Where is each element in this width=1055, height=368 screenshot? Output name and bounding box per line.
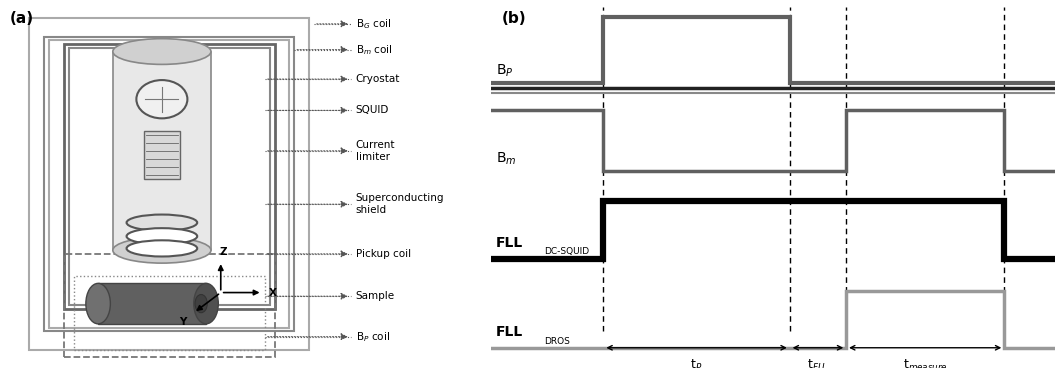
Ellipse shape (127, 228, 197, 244)
Text: SQUID: SQUID (356, 105, 389, 116)
Ellipse shape (85, 283, 111, 324)
Bar (113, 52, 211, 250)
Text: B$_m$: B$_m$ (496, 151, 517, 167)
Bar (50, 40, 289, 328)
Bar (30, 18, 309, 350)
Text: Z: Z (219, 247, 227, 257)
Bar (69, 48, 270, 305)
Text: B$_P$: B$_P$ (496, 63, 514, 79)
Text: Sample: Sample (356, 291, 395, 301)
Text: (a): (a) (9, 11, 34, 26)
Text: Current
limiter: Current limiter (356, 140, 396, 162)
Bar (74, 276, 265, 350)
Text: X: X (268, 287, 276, 298)
Ellipse shape (127, 215, 197, 231)
Bar (63, 254, 274, 357)
Bar (63, 44, 274, 309)
Text: DROS: DROS (544, 337, 570, 346)
Ellipse shape (113, 39, 211, 64)
Text: FLL: FLL (496, 325, 523, 339)
Text: FLL: FLL (496, 236, 523, 250)
Text: DC-SQUID: DC-SQUID (544, 248, 590, 256)
Ellipse shape (195, 294, 207, 313)
Ellipse shape (113, 237, 211, 263)
Text: B$_G$ coil: B$_G$ coil (356, 17, 391, 31)
Text: Pickup coil: Pickup coil (356, 249, 410, 259)
Bar (98, 283, 206, 324)
Text: Superconducting
shield: Superconducting shield (356, 194, 444, 215)
Ellipse shape (127, 240, 197, 256)
Text: B$_P$ coil: B$_P$ coil (356, 330, 389, 344)
Ellipse shape (194, 283, 218, 324)
Bar (145, 131, 179, 179)
Text: B$_m$ coil: B$_m$ coil (356, 43, 392, 57)
Text: Y: Y (179, 316, 187, 326)
Text: t$_P$: t$_P$ (690, 358, 703, 368)
Text: (b): (b) (502, 11, 526, 26)
Bar (44, 37, 294, 331)
Circle shape (136, 80, 188, 118)
Text: t$_{measure}$: t$_{measure}$ (903, 358, 947, 368)
Text: t$_{FLL}$: t$_{FLL}$ (807, 358, 828, 368)
Text: Cryostat: Cryostat (356, 74, 400, 84)
